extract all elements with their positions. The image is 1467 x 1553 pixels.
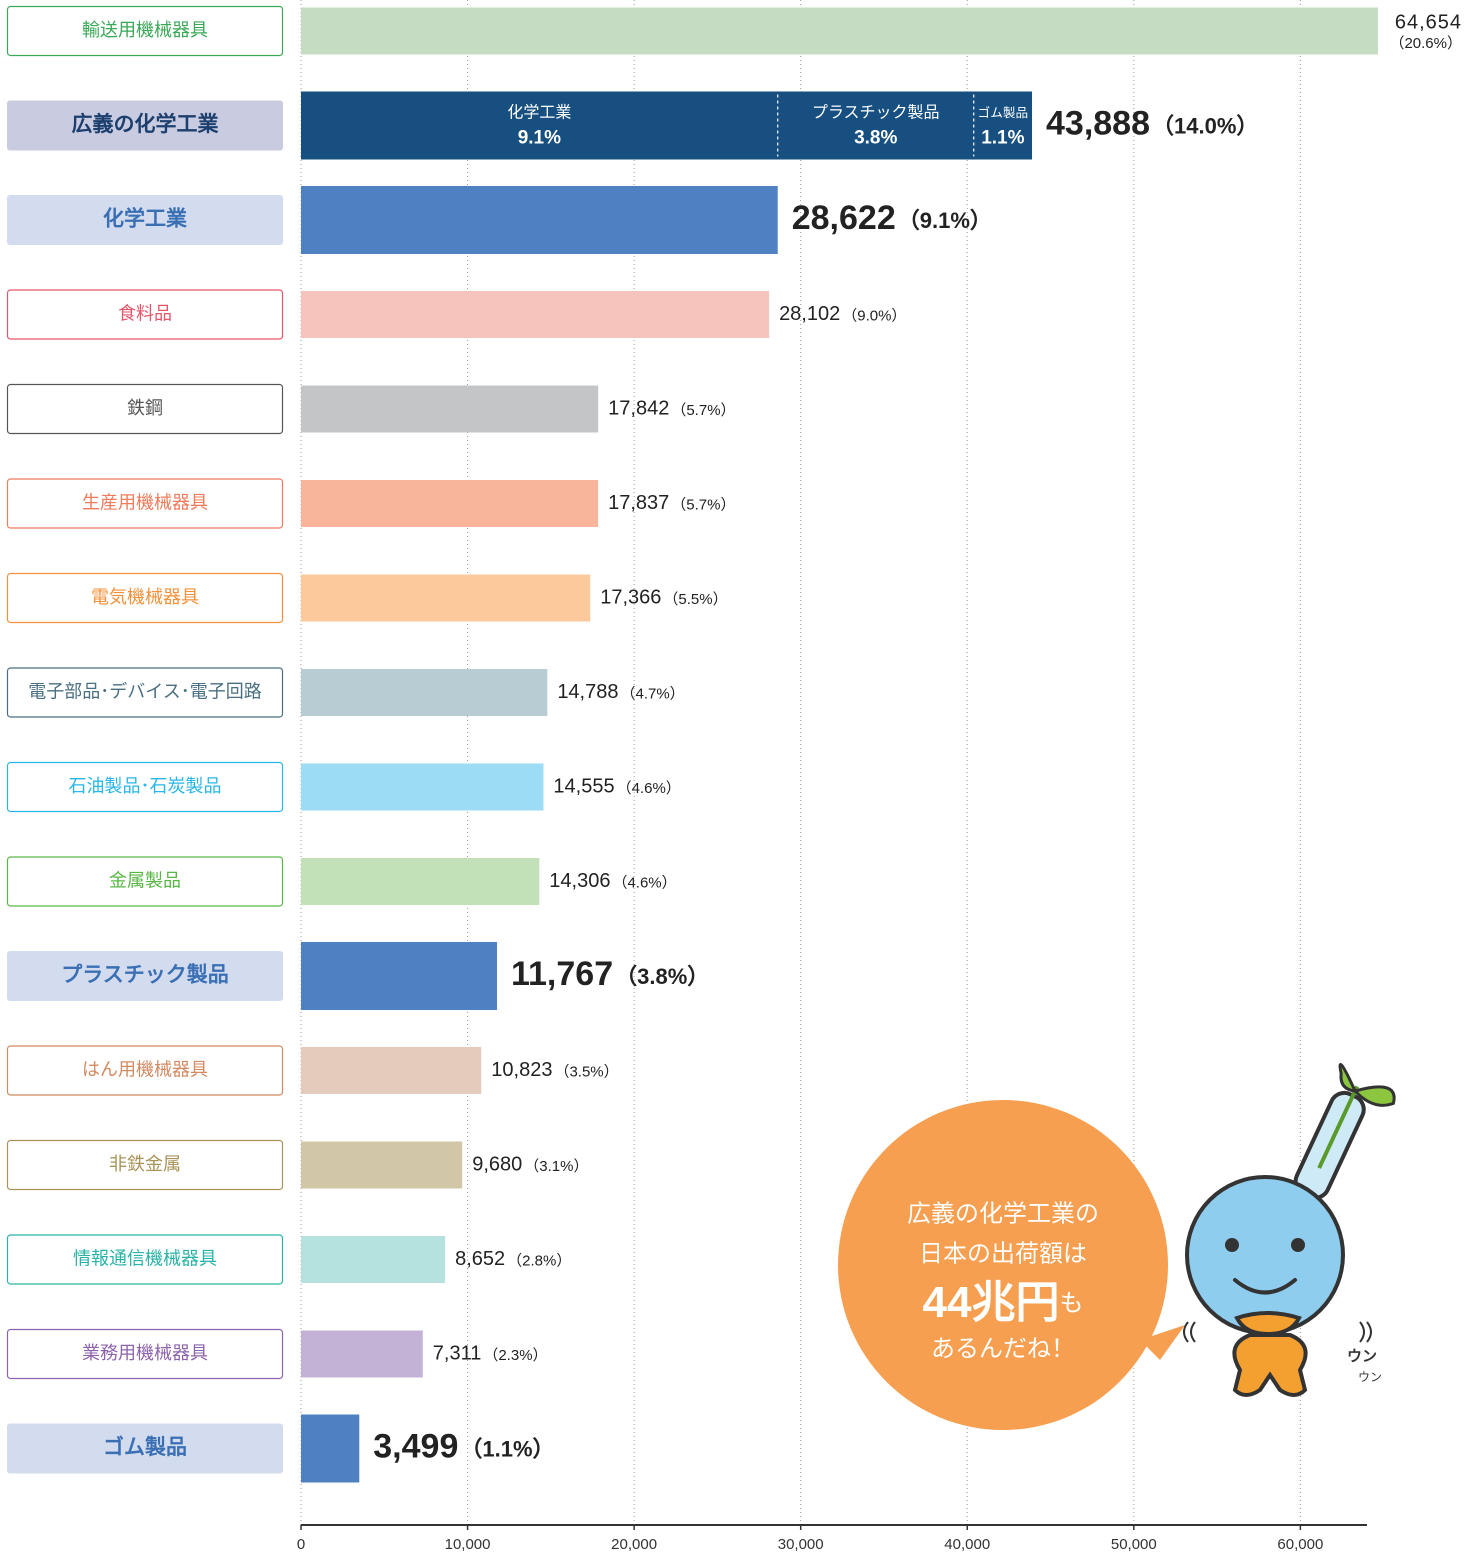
- bar: [301, 480, 598, 527]
- value-label: 17,366: [600, 586, 661, 608]
- chart: 0 10,000 20,000 30,000 40,000 50,000 60,000 輸送用…: [0, 0, 1467, 1553]
- segment-name: 化学工業: [507, 104, 571, 122]
- value-label: 9,680: [472, 1153, 522, 1175]
- share-label: （20.6%）: [1389, 35, 1462, 52]
- category-label: はん用機械器具: [82, 1059, 208, 1079]
- x-tick-label: 30,000: [778, 1536, 824, 1553]
- segment-name: ゴム製品: [978, 105, 1029, 120]
- mascot-eye: [1291, 1238, 1305, 1252]
- bar: [301, 1415, 359, 1483]
- callout-line: 広義の化学工業の: [907, 1200, 1099, 1227]
- stack-segment: [778, 92, 974, 160]
- x-tick-label: 0: [297, 1536, 305, 1553]
- category-label: 電気機械器具: [91, 587, 199, 607]
- x-tick-label: 10,000: [445, 1536, 491, 1553]
- bar: [301, 669, 547, 716]
- category-label: 電子部品･デバイス･電子回路: [28, 681, 261, 701]
- value-label: 10,823: [491, 1059, 552, 1081]
- mascot-head: [1187, 1177, 1343, 1333]
- share-label: （3.8%）: [615, 964, 709, 989]
- share-label: （5.7%）: [671, 402, 735, 419]
- category-label: 生産用機械器具: [82, 492, 208, 512]
- mascot-sound: ウン: [1347, 1348, 1377, 1365]
- bar: [301, 575, 590, 622]
- category-label: 石油製品･石炭製品: [69, 776, 222, 796]
- x-tick-label: 40,000: [944, 1536, 990, 1553]
- bar: [301, 386, 598, 433]
- value-label: 17,837: [608, 492, 669, 514]
- bar: [301, 764, 543, 811]
- stack-segment: [974, 92, 1032, 160]
- category-label: 広義の化学工業: [72, 112, 220, 136]
- share-label: （4.7%）: [620, 685, 684, 702]
- mascot: 広義の化学工業の 日本の出荷額は 44兆円も あるんだね！ ウン ウン: [838, 1064, 1399, 1430]
- share-label: （1.1%）: [460, 1436, 554, 1461]
- stack-segment: [301, 92, 778, 160]
- share-label: （2.8%）: [507, 1252, 571, 1269]
- category-label: 食料品: [118, 303, 172, 323]
- value-label: 8,652: [455, 1248, 505, 1270]
- callout-line: 44兆円も: [923, 1278, 1084, 1327]
- share-label: （5.5%）: [663, 591, 727, 608]
- value-label: 64,654: [1395, 11, 1462, 33]
- segment-label: 3.8%: [854, 128, 897, 149]
- mascot-arms: [1237, 1313, 1299, 1334]
- mascot-sound: ウン: [1358, 1370, 1382, 1384]
- share-label: （4.6%）: [617, 780, 681, 797]
- share-label: （4.6%）: [612, 874, 676, 891]
- bar: [301, 858, 539, 905]
- bar: [301, 8, 1378, 55]
- bar: [301, 942, 497, 1010]
- share-label: （9.0%）: [842, 307, 906, 324]
- category-label: 業務用機械器具: [82, 1343, 208, 1363]
- x-tick-label: 60,000: [1277, 1536, 1323, 1553]
- bar: [301, 291, 769, 338]
- value-label: 43,888: [1046, 104, 1150, 142]
- share-label: （14.0%）: [1152, 113, 1258, 138]
- share-label: （3.1%）: [524, 1158, 588, 1175]
- value-label: 17,842: [608, 397, 669, 419]
- bar: [301, 1236, 445, 1283]
- value-label: 14,555: [553, 775, 614, 797]
- value-label: 28,102: [779, 303, 840, 325]
- bar: [301, 186, 778, 254]
- callout-line: あるんだね！: [931, 1335, 1075, 1362]
- x-tick-label: 50,000: [1111, 1536, 1157, 1553]
- callout-big: 44兆円: [923, 1278, 1060, 1327]
- category-label: 非鉄金属: [109, 1154, 181, 1174]
- share-label: （3.5%）: [554, 1063, 618, 1080]
- bar: [301, 1142, 462, 1189]
- category-label: 化学工業: [103, 207, 188, 231]
- value-label: 7,311: [433, 1342, 482, 1364]
- callout-suffix: も: [1059, 1290, 1083, 1317]
- value-label: 28,622: [792, 199, 896, 237]
- category-label: 輸送用機械器具: [82, 20, 208, 40]
- value-label: 14,306: [549, 870, 610, 892]
- category-label: プラスチック製品: [61, 963, 229, 987]
- value-label: 14,788: [557, 681, 618, 703]
- share-label: （9.1%）: [898, 208, 992, 233]
- callout-line: 日本の出荷額は: [919, 1240, 1087, 1267]
- share-label: （5.7%）: [671, 496, 735, 513]
- category-label: ゴム製品: [103, 1435, 187, 1459]
- segment-label: 9.1%: [518, 128, 561, 149]
- bar: [301, 1331, 423, 1378]
- mascot-body: [1234, 1335, 1305, 1395]
- bar: [301, 1047, 481, 1094]
- segment-label: 1.1%: [981, 128, 1024, 149]
- mascot-eye: [1225, 1238, 1239, 1252]
- category-label: 鉄鋼: [127, 398, 163, 418]
- x-tick-label: 20,000: [611, 1536, 657, 1553]
- value-label: 3,499: [373, 1427, 458, 1465]
- segment-name: プラスチック製品: [812, 104, 940, 122]
- value-label: 11,767: [511, 955, 613, 993]
- category-label: 情報通信機械器具: [73, 1248, 217, 1268]
- share-label: （2.3%）: [483, 1347, 547, 1364]
- category-label: 金属製品: [109, 870, 181, 890]
